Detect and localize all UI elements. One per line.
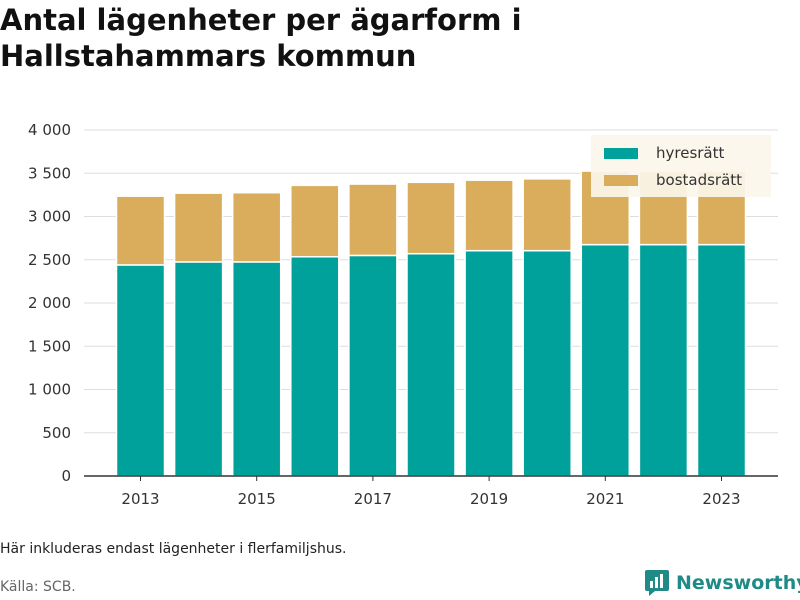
bar-segment-hyresratt	[464, 249, 514, 477]
x-tick-label: 2013	[121, 490, 159, 508]
bar-segment-bostadsratt	[522, 178, 572, 252]
footnote: Här inkluderas endast lägenheter i flerf…	[0, 541, 347, 557]
y-tick-label: 1 500	[28, 337, 71, 355]
y-tick-label: 2 000	[28, 294, 71, 312]
x-tick-label: 2015	[238, 490, 276, 508]
newsworthy-logo: Newsworthy	[644, 569, 800, 597]
bar-segment-hyresratt	[638, 243, 689, 477]
x-axis-tick-labels: 2013 2015 2017 2019 2021 2023	[121, 476, 741, 508]
bar-segment-hyresratt	[348, 254, 398, 477]
y-tick-label: 3 500	[28, 164, 71, 182]
chart-title: Antal lägenheter per ägarform i Hallstah…	[0, 3, 522, 73]
bar-segment-hyresratt	[696, 243, 747, 477]
bar-segment-hyresratt	[580, 243, 631, 477]
bar-segment-hyresratt	[406, 252, 456, 477]
brand-name: Newsworthy	[676, 572, 800, 594]
legend-label: hyresrätt	[656, 144, 725, 162]
legend-swatch	[604, 175, 638, 186]
bar-segment-hyresratt	[290, 255, 340, 477]
y-tick-label: 0	[61, 467, 71, 485]
x-tick-label: 2023	[702, 490, 740, 508]
bar-segment-bostadsratt	[115, 195, 166, 266]
legend: hyresrätt bostadsrätt	[591, 135, 771, 197]
x-tick-label: 2019	[470, 490, 508, 508]
bar-segment-bostadsratt	[406, 181, 456, 255]
legend-swatch	[604, 148, 638, 159]
bar-segment-hyresratt	[115, 264, 166, 477]
bar-segment-hyresratt	[231, 261, 282, 477]
source-text: Källa: SCB.	[0, 579, 76, 595]
bar-segment-bostadsratt	[464, 179, 514, 252]
bar-segment-hyresratt	[173, 261, 224, 477]
x-tick-label: 2021	[586, 490, 624, 508]
bars	[115, 170, 747, 477]
bar-segment-bostadsratt	[173, 192, 224, 263]
legend-background	[591, 135, 771, 197]
y-tick-label: 500	[42, 424, 71, 442]
x-tick-label: 2017	[354, 490, 392, 508]
y-tick-label: 1 000	[28, 381, 71, 399]
bar-segment-bostadsratt	[290, 184, 340, 258]
bar-segment-hyresratt	[522, 249, 572, 477]
y-tick-label: 4 000	[28, 121, 71, 139]
y-tick-label: 3 000	[28, 208, 71, 226]
bar-segment-bostadsratt	[348, 183, 398, 257]
bar-segment-bostadsratt	[231, 191, 282, 263]
newsworthy-logo-icon	[645, 570, 669, 596]
y-tick-label: 2 500	[28, 251, 71, 269]
legend-label: bostadsrätt	[656, 171, 742, 189]
y-axis-tick-labels: 0 500 1 000 1 500 2 000 2 500 3 000 3 500 4 000	[28, 121, 71, 485]
